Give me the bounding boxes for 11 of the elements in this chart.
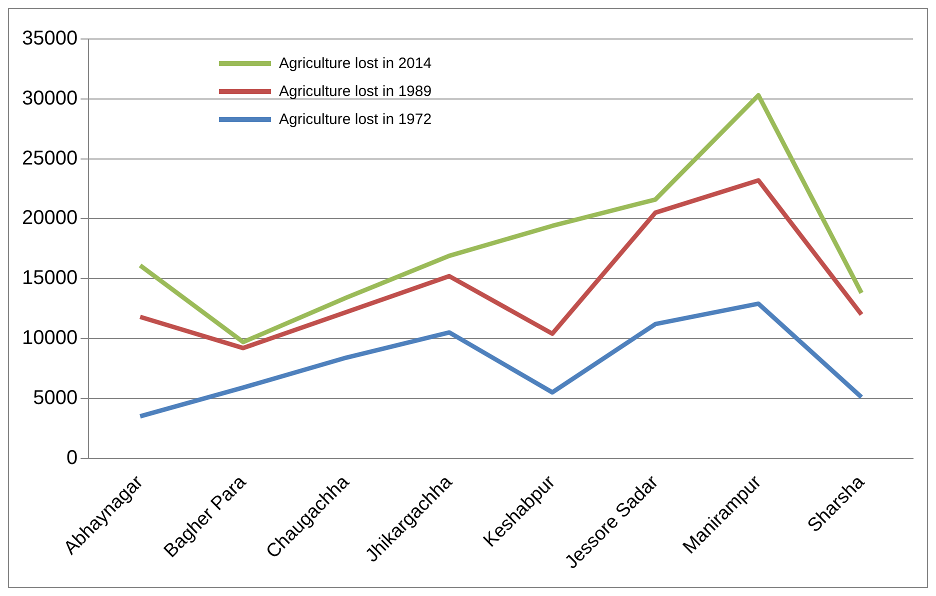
y-tick-label: 10000 [22, 326, 78, 349]
y-tick-label: 35000 [22, 28, 78, 50]
y-tick-label: 25000 [22, 147, 78, 170]
legend-label: Agriculture lost in 1989 [279, 82, 432, 100]
y-tick-label: 15000 [22, 267, 78, 290]
y-tick-label: 20000 [22, 207, 78, 230]
legend-label: Agriculture lost in 2014 [279, 54, 432, 72]
y-tick-label: 30000 [22, 87, 78, 110]
y-tick-label: 5000 [33, 386, 78, 409]
legend-label: Agriculture lost in 1972 [279, 110, 432, 128]
y-tick-label: 0 [66, 446, 78, 469]
